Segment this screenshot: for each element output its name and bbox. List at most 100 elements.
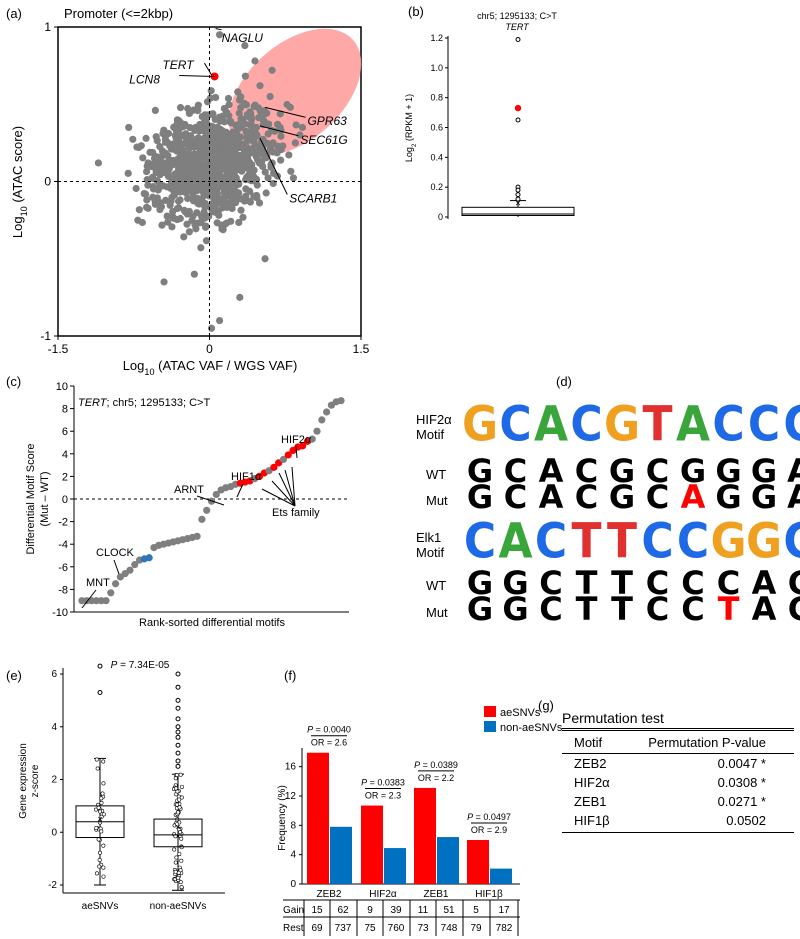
scatter-point: [209, 110, 217, 118]
y-tick-label: 0: [44, 175, 51, 189]
scatter-point: [227, 119, 235, 127]
y-tick-label: 0: [51, 827, 57, 838]
data-point: [98, 809, 103, 814]
bar-stat-p: P = 0.0497: [467, 812, 511, 822]
scatter-point: [195, 127, 203, 135]
y-tick-label: 0.4: [430, 152, 443, 162]
label-leader: [215, 28, 222, 31]
motif-logo-letter: C: [463, 513, 497, 570]
y-tick-label: 0.2: [430, 182, 443, 192]
scatter-point: [158, 152, 166, 160]
motif-logo-letter: C: [747, 396, 781, 453]
x-tick-label: non-aeSNVs: [150, 901, 207, 912]
bar-stat-or: OR = 2.9: [471, 825, 507, 835]
scatter-point: [132, 184, 140, 193]
y-tick-label: 16: [285, 762, 297, 773]
outlier-point: [175, 724, 181, 730]
bar: [384, 848, 406, 884]
bar: [361, 805, 383, 884]
gene-label: SEC61G: [300, 133, 347, 147]
data-point: [99, 800, 104, 805]
scatter-point: [224, 162, 233, 170]
outlier-point: [175, 750, 181, 756]
scatter-point: [265, 120, 273, 128]
scatter-point: [277, 132, 285, 140]
count-cell: 69: [311, 923, 323, 934]
x-tick-label: 1.5: [353, 342, 370, 356]
scatter-point: [198, 150, 206, 158]
box-mean: ×: [515, 199, 521, 210]
gene-label: LCN8: [129, 73, 160, 87]
scatter-point: [143, 196, 151, 204]
scatter-point: [237, 117, 246, 125]
annotation-label: HIF1α: [231, 471, 262, 483]
scatter-point: [186, 123, 194, 132]
scatter-point: [233, 133, 242, 141]
scatter-point: [124, 169, 132, 177]
motif-letter: G: [466, 452, 494, 490]
motif-1-mut-label: Mut: [426, 493, 448, 508]
data-point: [177, 805, 182, 810]
motif-letter: G: [608, 478, 636, 516]
scatter-point: [261, 255, 269, 263]
scatter-point: [176, 196, 184, 204]
motif-letter: A: [787, 478, 800, 516]
motif-logo-letter: G: [462, 396, 499, 453]
x-tick-label: HIF1β: [475, 889, 503, 900]
scatter-point: [125, 123, 133, 132]
motif-letter: G: [466, 564, 494, 602]
scatter-point: [179, 146, 187, 154]
scatter-point: [228, 204, 236, 213]
scatter-point: [242, 142, 250, 150]
scatter-point: [264, 174, 272, 182]
scatter-point: [94, 159, 102, 167]
motif-point: [323, 408, 331, 416]
table-row: ZEB2 0.0047 *: [562, 754, 794, 773]
x-tick-label: HIF2α: [369, 889, 397, 900]
scatter-point: [206, 156, 214, 164]
scatter-point: [194, 194, 202, 203]
scatter-point: [261, 168, 269, 176]
outlier-point: [175, 716, 181, 722]
scatter-point: [194, 106, 202, 115]
outlier-point: [515, 36, 521, 42]
data-point: [99, 814, 104, 819]
scatter-point: [237, 195, 245, 203]
motif-letter: G: [466, 590, 494, 628]
data-point: [100, 791, 105, 796]
data-point: [101, 812, 106, 817]
scatter-point: [241, 72, 249, 80]
y-tick-label: 0.8: [430, 93, 443, 103]
data-point: [101, 759, 106, 764]
annotation-leader: [196, 495, 225, 506]
data-point: [96, 837, 101, 842]
scatter-point: [168, 184, 176, 192]
permutation-header: Motif Permutation P-value: [562, 731, 794, 754]
panel-f-letter: (f): [284, 668, 296, 683]
scatter-point: [285, 151, 293, 159]
scatter-point: [179, 170, 188, 178]
y-tick-label: 1.2: [430, 33, 443, 43]
header-motif: Motif: [574, 735, 603, 750]
scatter-point: [255, 114, 263, 122]
scatter-point: [262, 189, 270, 197]
motif-1-title: HIF2α Motif: [416, 412, 452, 442]
scatter-point: [209, 199, 217, 207]
outlier-point: [515, 196, 521, 202]
scatter-point: [159, 182, 167, 190]
scatter-point: [269, 139, 277, 147]
y-tick-label: -4: [58, 539, 68, 551]
scatter-point: [216, 316, 224, 325]
y-tick-label: 0: [62, 494, 68, 506]
scatter-point: [150, 154, 159, 162]
annotation-label: Ets family: [272, 507, 320, 519]
bar: [490, 868, 512, 884]
annotation-label: ARNT: [174, 484, 204, 496]
count-cell: 73: [417, 923, 429, 934]
gene-label: GPR63: [307, 114, 347, 128]
x-tick-label: 0: [206, 342, 213, 356]
data-point: [177, 797, 182, 802]
bar-stat-p: P = 0.0389: [414, 760, 458, 770]
motif-point: [212, 490, 220, 499]
scatter-point: [180, 233, 188, 241]
